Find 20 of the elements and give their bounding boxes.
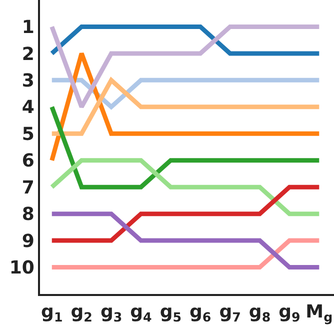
x-tick-label: g$_{4}$	[130, 302, 152, 324]
x-tick-label: g$_{8}$	[248, 302, 271, 324]
y-tick-label: 4	[22, 97, 34, 118]
y-tick-label: 1	[22, 17, 34, 38]
x-tick-label: g$_{2}$	[70, 302, 92, 324]
y-tick-label: 9	[22, 230, 34, 252]
x-tick-label: g$_{6}$	[190, 302, 212, 324]
y-tick-label: 3	[22, 70, 34, 92]
x-tick-label: g$_{9}$	[278, 302, 300, 324]
x-tick-label: g$_{5}$	[160, 302, 182, 324]
x-tick-label: M$_{g}$	[306, 302, 333, 324]
y-tick-label: 8	[22, 204, 34, 226]
y-tick-label: 7	[22, 177, 34, 198]
y-tick-label: 10	[9, 258, 34, 279]
x-tick-label: g$_{3}$	[100, 302, 122, 324]
y-tick-label: 6	[22, 150, 34, 172]
x-tick-label: g$_{7}$	[219, 302, 241, 324]
x-tick-label: g$_{1}$	[41, 302, 63, 324]
y-tick-label: 2	[22, 44, 34, 65]
y-tick-label: 5	[22, 124, 34, 145]
